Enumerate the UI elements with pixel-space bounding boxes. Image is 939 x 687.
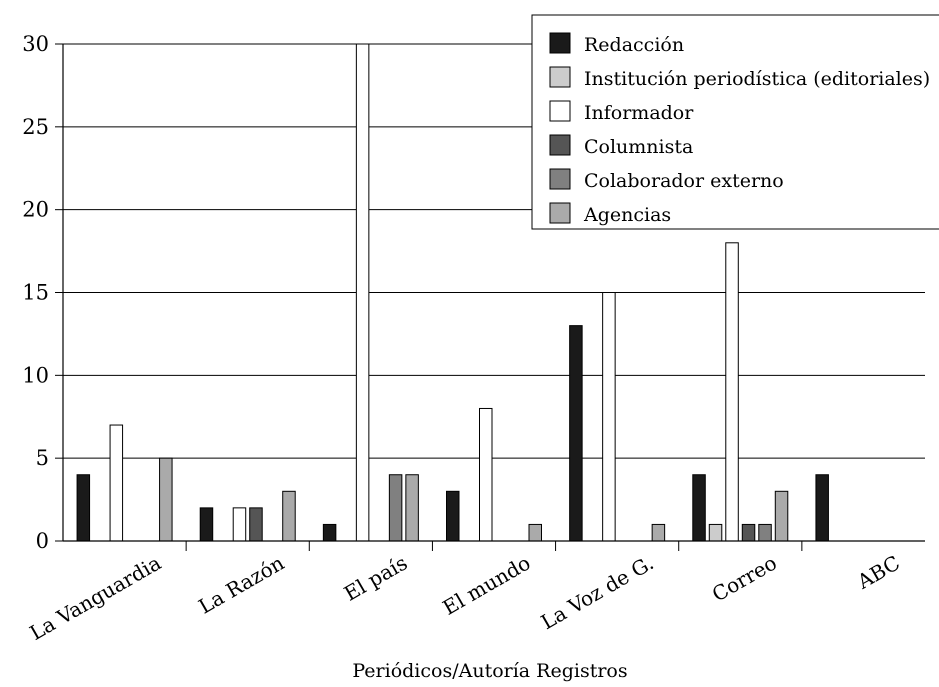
legend-label-colaborador-externo: Colaborador externo [584,170,784,192]
category-label-la-vanguardia: La Vanguardia [26,551,166,645]
bars [76,43,829,542]
bar-agencias-la-voz-de-g [651,523,666,542]
bar-columnista-la-razon [249,507,263,542]
y-tick-label: 10 [22,363,49,387]
category-label-abc: ABC [852,551,904,595]
bar-redaccion-la-razon [199,507,214,542]
bar-agencias-correo [774,490,789,542]
bar-informador-el-pais [355,43,370,542]
y-tick-label: 25 [22,115,49,139]
category-label-el-mundo: El mundo [439,551,535,620]
category-label-la-voz-de-g: La Voz de G. [537,551,658,635]
legend: Redacción Institución periodística (edito… [531,14,939,230]
bar-informador-correo [725,242,739,542]
y-tick-label: 5 [36,446,49,470]
category-label-el-pais: El país [340,551,412,606]
bar-redaccion-el-mundo [446,490,460,542]
legend-swatch-agencias [549,202,571,224]
legend-label-informador: Informador [584,102,694,124]
legend-label-redaccion: Redacción [584,34,684,56]
x-axis-label: Periódicos/Autoría Registros [352,660,627,682]
bar-informador-la-voz-de-g [602,292,616,542]
x-tick-labels: La Vanguardia La Razón El país El mundo La V… [26,541,904,645]
bar-colaborador-externo-el-pais [388,474,403,542]
legend-swatch-institucion-periodistica-editoriales [549,66,571,88]
bar-institucion-periodistica-editoriales-correo [708,523,723,542]
legend-swatch-redaccion [549,32,571,54]
y-ticks: 0 5 10 15 20 25 30 [22,32,63,553]
bar-redaccion-el-pais [322,523,337,542]
legend-label-columnista: Columnista [584,136,693,158]
legend-label-agencias: Agencias [583,204,671,226]
legend-box [531,14,939,230]
legend-swatch-columnista [549,134,571,156]
bar-informador-la-razon [232,507,247,542]
category-label-correo: Correo [708,551,781,607]
legend-swatch-informador [549,100,571,122]
bar-colaborador-externo-correo [758,523,772,542]
bar-redaccion-la-vanguardia [76,474,91,542]
bar-agencias-la-vanguardia [159,457,173,542]
y-tick-label: 20 [22,198,49,222]
bar-agencias-la-razon [282,490,296,542]
bar-agencias-el-mundo [528,523,542,542]
bar-columnista-correo [741,523,756,542]
bar-redaccion-abc [815,474,829,542]
category-label-la-razon: La Razón [194,550,288,618]
y-tick-label: 0 [36,529,49,553]
bar-redaccion-la-voz-de-g [569,325,583,542]
legend-swatch-colaborador-externo [549,168,571,190]
gridlines [63,43,925,459]
legend-label-institucion-periodistica-editoriales: Institución periodística (editoriales) [584,68,930,90]
bar-informador-la-vanguardia [109,424,124,542]
y-tick-label: 15 [22,281,49,305]
y-tick-label: 30 [22,32,49,56]
bar-redaccion-correo [692,474,706,542]
bar-agencias-el-pais [405,474,419,542]
bar-informador-el-mundo [479,407,493,542]
